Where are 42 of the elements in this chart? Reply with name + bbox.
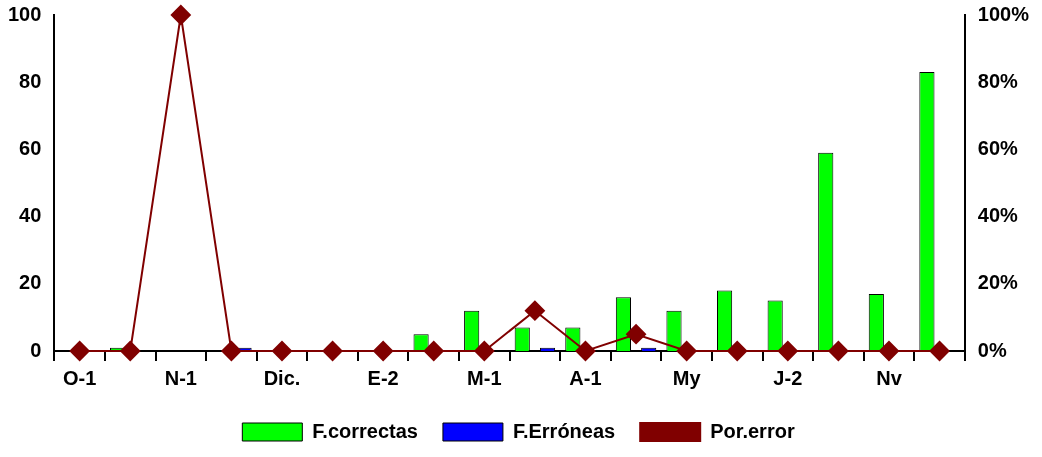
point (120, 341, 141, 361)
point (727, 341, 748, 361)
x-tick-label: A-1 (569, 366, 602, 389)
y2-tick-label: 100% (977, 2, 1030, 25)
x-tick-label: Nv (876, 366, 903, 389)
point (221, 341, 242, 361)
point (373, 341, 394, 361)
x-tick-label: Dic. (263, 366, 301, 389)
point (474, 341, 495, 361)
y-tick-label: 100 (7, 2, 42, 25)
point (929, 341, 950, 361)
legend-label: Por.error (710, 419, 795, 442)
point (524, 300, 545, 321)
y2-tick-label: 0% (977, 338, 1007, 361)
y-tick-label: 80 (19, 69, 42, 92)
point (828, 341, 849, 361)
y-tick-label: 60 (19, 136, 42, 159)
y2-tick-label: 80% (977, 69, 1019, 92)
y2-tick-label: 40% (977, 204, 1019, 227)
x-tick-label: E-2 (367, 366, 399, 389)
x-tick-label: J-2 (773, 366, 803, 389)
point (575, 341, 596, 361)
y-tick-label: 40 (19, 204, 42, 227)
x-tick-label: O-1 (62, 366, 97, 389)
point (676, 341, 697, 361)
x-tick-label: My (672, 366, 702, 389)
legend-label: F.Erróneas (512, 419, 616, 442)
y2-tick-label: 20% (977, 271, 1019, 294)
point (626, 324, 647, 345)
point (69, 341, 90, 361)
y-tick-label: 0 (30, 338, 42, 361)
point (878, 341, 899, 361)
x-tick-label: M-1 (467, 366, 502, 389)
point (777, 341, 798, 361)
point (170, 5, 191, 25)
y2-tick-label: 60% (977, 136, 1019, 159)
y-tick-label: 20 (19, 271, 42, 294)
point (423, 341, 444, 361)
point (322, 341, 343, 361)
x-tick-label: N-1 (164, 366, 197, 389)
legend-label: F.correctas (312, 419, 418, 442)
point (271, 341, 292, 361)
